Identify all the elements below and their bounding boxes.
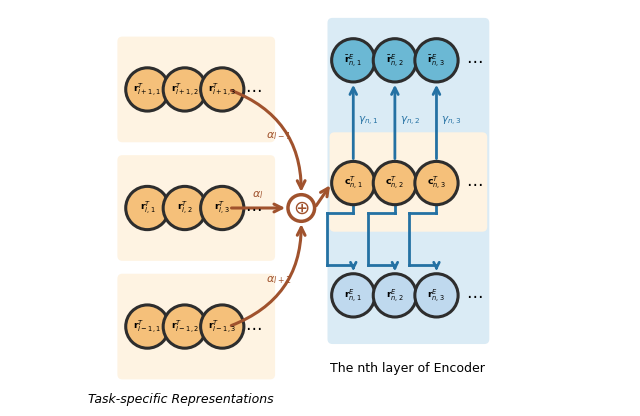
Text: $\mathbf{c}^T_{n,1}$: $\mathbf{c}^T_{n,1}$ (344, 175, 363, 191)
Text: $\bar{\mathbf{r}}^E_{n,3}$: $\bar{\mathbf{r}}^E_{n,3}$ (428, 52, 445, 69)
FancyBboxPatch shape (117, 155, 275, 261)
Circle shape (373, 39, 417, 82)
Text: $\mathbf{r}^T_{l+1,1}$: $\mathbf{r}^T_{l+1,1}$ (133, 81, 161, 98)
FancyBboxPatch shape (117, 274, 275, 379)
Text: $\mathbf{r}^T_{l,1}$: $\mathbf{r}^T_{l,1}$ (140, 200, 155, 216)
Text: $\mathbf{r}^E_{n,2}$: $\mathbf{r}^E_{n,2}$ (386, 287, 404, 304)
Circle shape (125, 305, 169, 348)
Text: Task-specific Representations: Task-specific Representations (88, 393, 273, 406)
Text: $\bar{\mathbf{r}}^E_{n,1}$: $\bar{\mathbf{r}}^E_{n,1}$ (344, 52, 362, 69)
Text: $\oplus$: $\oplus$ (293, 198, 310, 218)
Text: The nth layer of Encoder: The nth layer of Encoder (330, 362, 484, 375)
Text: $\cdots$: $\cdots$ (466, 286, 482, 305)
Circle shape (125, 186, 169, 230)
Text: $\gamma_{n,3}$: $\gamma_{n,3}$ (442, 115, 462, 128)
Text: $\mathbf{r}^T_{l-1,3}$: $\mathbf{r}^T_{l-1,3}$ (208, 318, 236, 335)
Text: $\cdots$: $\cdots$ (245, 199, 262, 217)
Circle shape (288, 195, 315, 221)
Circle shape (163, 68, 207, 111)
Circle shape (332, 274, 375, 317)
Circle shape (125, 68, 169, 111)
Circle shape (163, 186, 207, 230)
Text: $\alpha_{l+1}$: $\alpha_{l+1}$ (266, 274, 291, 286)
Text: $\alpha_{l-1}$: $\alpha_{l-1}$ (266, 130, 291, 142)
Text: $\bar{\mathbf{r}}^E_{n,2}$: $\bar{\mathbf{r}}^E_{n,2}$ (386, 52, 404, 69)
Text: $\mathbf{c}^T_{n,3}$: $\mathbf{c}^T_{n,3}$ (427, 175, 446, 191)
Text: $\mathbf{r}^T_{l+1,2}$: $\mathbf{r}^T_{l+1,2}$ (171, 81, 199, 98)
Circle shape (415, 161, 458, 205)
Circle shape (200, 68, 244, 111)
Circle shape (200, 186, 244, 230)
Circle shape (163, 305, 207, 348)
Text: $\cdots$: $\cdots$ (466, 51, 482, 69)
FancyBboxPatch shape (330, 132, 487, 232)
Text: $\gamma_{n,1}$: $\gamma_{n,1}$ (358, 115, 379, 128)
Text: $\mathbf{c}^T_{n,2}$: $\mathbf{c}^T_{n,2}$ (385, 175, 404, 191)
Circle shape (373, 161, 417, 205)
Circle shape (200, 305, 244, 348)
Circle shape (332, 39, 375, 82)
Text: $\alpha_l$: $\alpha_l$ (252, 190, 263, 201)
FancyBboxPatch shape (328, 18, 490, 344)
Text: $\mathbf{r}^T_{l,2}$: $\mathbf{r}^T_{l,2}$ (177, 200, 193, 216)
Text: $\mathbf{r}^T_{l,3}$: $\mathbf{r}^T_{l,3}$ (214, 200, 230, 216)
Text: $\cdots$: $\cdots$ (245, 80, 262, 99)
Text: $\cdots$: $\cdots$ (245, 317, 262, 336)
Circle shape (415, 274, 458, 317)
Text: $\mathbf{r}^T_{l-1,2}$: $\mathbf{r}^T_{l-1,2}$ (171, 318, 199, 335)
Text: $\cdots$: $\cdots$ (466, 174, 482, 192)
Text: $\mathbf{r}^E_{n,3}$: $\mathbf{r}^E_{n,3}$ (428, 287, 445, 304)
Circle shape (415, 39, 458, 82)
Text: $\mathbf{r}^T_{l-1,1}$: $\mathbf{r}^T_{l-1,1}$ (133, 318, 161, 335)
Text: $\mathbf{r}^T_{l+1,3}$: $\mathbf{r}^T_{l+1,3}$ (208, 81, 236, 98)
Text: $\mathbf{r}^E_{n,1}$: $\mathbf{r}^E_{n,1}$ (344, 287, 362, 304)
Circle shape (373, 274, 417, 317)
FancyBboxPatch shape (117, 37, 275, 142)
Circle shape (332, 161, 375, 205)
Text: $\gamma_{n,2}$: $\gamma_{n,2}$ (400, 115, 420, 128)
